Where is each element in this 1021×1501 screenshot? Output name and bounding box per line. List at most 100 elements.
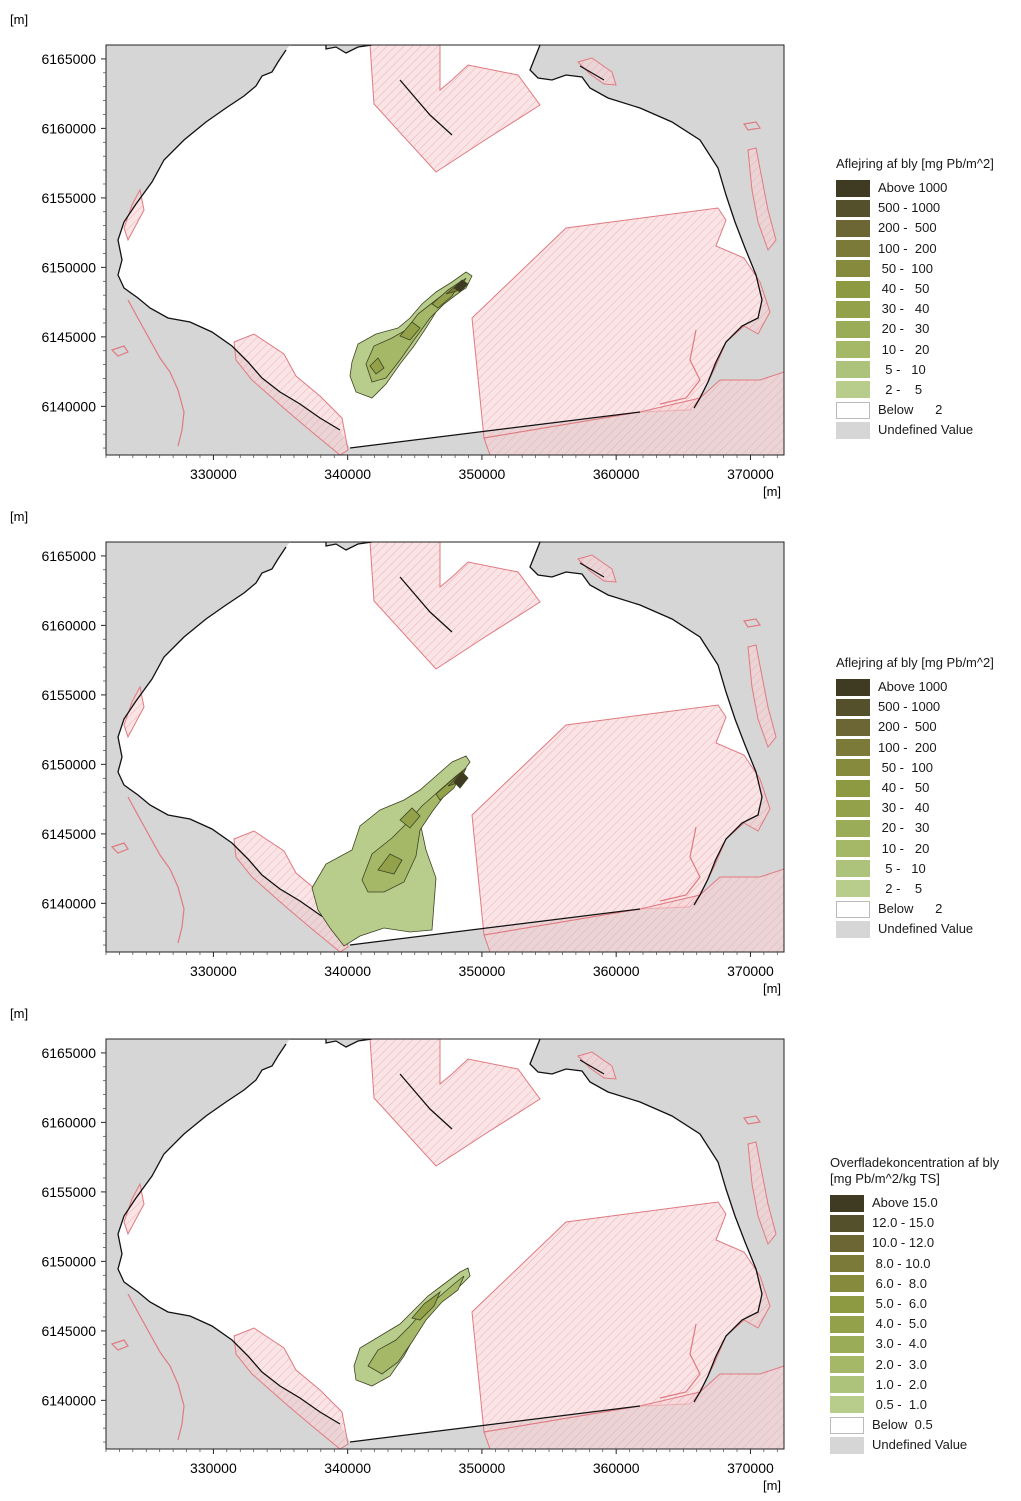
legend-item: Above 15.0 bbox=[830, 1193, 1020, 1213]
x-axis-unit-label: [m] bbox=[763, 1478, 781, 1493]
legend-item: Undefined Value bbox=[836, 420, 1016, 440]
legend-swatch bbox=[836, 200, 870, 217]
legend-swatch bbox=[830, 1376, 864, 1393]
legend: Aflejring af bly [mg Pb/m^2] Above 1000 5… bbox=[836, 655, 1016, 939]
y-tick-label: 6145000 bbox=[41, 826, 96, 842]
legend-swatch bbox=[830, 1316, 864, 1333]
legend-item: 10 - 20 bbox=[836, 839, 1016, 859]
legend-label: 200 - 500 bbox=[878, 719, 937, 735]
legend-swatch bbox=[836, 699, 870, 716]
x-tick-label: 330000 bbox=[190, 1460, 237, 1476]
legend-label: 30 - 40 bbox=[878, 800, 929, 816]
legend-swatch bbox=[830, 1396, 864, 1413]
legend-label: 5 - 10 bbox=[878, 861, 926, 877]
legend-label: 20 - 30 bbox=[878, 321, 929, 337]
legend-item: 100 - 200 bbox=[836, 239, 1016, 259]
legend-swatch bbox=[836, 321, 870, 338]
legend-swatch bbox=[836, 921, 870, 938]
legend-swatch bbox=[836, 281, 870, 298]
legend-swatch bbox=[836, 301, 870, 318]
x-tick-label: 340000 bbox=[324, 466, 371, 482]
legend-item: 200 - 500 bbox=[836, 218, 1016, 238]
legend-item: Above 1000 bbox=[836, 178, 1016, 198]
legend-swatch bbox=[836, 180, 870, 197]
legend-item: 8.0 - 10.0 bbox=[830, 1254, 1020, 1274]
legend-swatch bbox=[836, 220, 870, 237]
y-tick-label: 6165000 bbox=[41, 51, 96, 67]
legend-swatch bbox=[836, 402, 870, 419]
legend-item: 50 - 100 bbox=[836, 259, 1016, 279]
legend-item: 2 - 5 bbox=[836, 380, 1016, 400]
legend-label: Below 2 bbox=[878, 901, 942, 917]
legend-label: 2.0 - 3.0 bbox=[872, 1357, 927, 1373]
legend-swatch bbox=[830, 1195, 864, 1212]
x-tick-label: 370000 bbox=[727, 963, 774, 979]
legend-swatch bbox=[830, 1437, 864, 1454]
map-panel-3: [m] bbox=[0, 994, 1021, 1494]
legend-item: 50 - 100 bbox=[836, 758, 1016, 778]
legend-label: 20 - 30 bbox=[878, 820, 929, 836]
legend-label: 0.5 - 1.0 bbox=[872, 1397, 927, 1413]
x-tick-label: 350000 bbox=[459, 1460, 506, 1476]
legend-item: 40 - 50 bbox=[836, 778, 1016, 798]
legend-item: 10 - 20 bbox=[836, 340, 1016, 360]
legend-item: Above 1000 bbox=[836, 677, 1016, 697]
y-tick-label: 6155000 bbox=[41, 190, 96, 206]
legend-swatch bbox=[830, 1417, 864, 1434]
legend-swatch bbox=[830, 1356, 864, 1373]
legend-swatch bbox=[836, 679, 870, 696]
legend-item: 1.0 - 2.0 bbox=[830, 1375, 1020, 1395]
legend-item: 2.0 - 3.0 bbox=[830, 1355, 1020, 1375]
legend-label: Below 2 bbox=[878, 402, 942, 418]
x-tick-label: 350000 bbox=[459, 466, 506, 482]
legend-swatch bbox=[836, 260, 870, 277]
legend-label: 100 - 200 bbox=[878, 740, 937, 756]
y-axis-unit-label: [m] bbox=[10, 12, 28, 27]
legend-label: Above 1000 bbox=[878, 180, 947, 196]
legend: Overfladekoncentration af bly [mg Pb/m^2… bbox=[830, 1155, 1020, 1455]
legend-item: 5 - 10 bbox=[836, 360, 1016, 380]
y-axis: 6165000616000061550006150000614500061400… bbox=[41, 548, 106, 945]
x-tick-label: 360000 bbox=[593, 466, 640, 482]
legend-swatch bbox=[830, 1255, 864, 1272]
legend-swatch bbox=[836, 739, 870, 756]
y-tick-label: 6145000 bbox=[41, 1323, 96, 1339]
legend-item: 100 - 200 bbox=[836, 738, 1016, 758]
legend-swatch bbox=[836, 860, 870, 877]
legend-label: 10 - 20 bbox=[878, 342, 929, 358]
legend-label: 4.0 - 5.0 bbox=[872, 1316, 927, 1332]
y-tick-label: 6140000 bbox=[41, 1392, 96, 1408]
legend-swatch bbox=[836, 422, 870, 439]
legend-label: Undefined Value bbox=[878, 921, 973, 937]
legend-swatch bbox=[836, 759, 870, 776]
map-area bbox=[106, 542, 784, 952]
legend-label: 6.0 - 8.0 bbox=[872, 1276, 927, 1292]
legend-swatch bbox=[836, 381, 870, 398]
legend-label: 500 - 1000 bbox=[878, 200, 940, 216]
legend-label: Undefined Value bbox=[878, 422, 973, 438]
y-tick-label: 6150000 bbox=[41, 756, 96, 772]
legend-item: 5 - 10 bbox=[836, 859, 1016, 879]
legend-item: Undefined Value bbox=[836, 919, 1016, 939]
y-tick-label: 6165000 bbox=[41, 1045, 96, 1061]
legend-item: 20 - 30 bbox=[836, 319, 1016, 339]
y-tick-label: 6150000 bbox=[41, 259, 96, 275]
x-axis: 330000 340000 350000 360000 370000 bbox=[106, 952, 777, 979]
legend-swatch bbox=[830, 1336, 864, 1353]
x-axis: 330000 340000 350000 360000 370000 bbox=[106, 1449, 777, 1476]
legend-item: 40 - 50 bbox=[836, 279, 1016, 299]
y-tick-label: 6140000 bbox=[41, 398, 96, 414]
y-tick-label: 6155000 bbox=[41, 687, 96, 703]
map-panel-2: [m] bbox=[0, 497, 1021, 997]
legend-item: 500 - 1000 bbox=[836, 198, 1016, 218]
legend-label: 40 - 50 bbox=[878, 281, 929, 297]
legend-label: Below 0.5 bbox=[872, 1417, 933, 1433]
y-tick-label: 6165000 bbox=[41, 548, 96, 564]
legend-label: 1.0 - 2.0 bbox=[872, 1377, 927, 1393]
legend-title: Aflejring af bly [mg Pb/m^2] bbox=[836, 655, 1016, 671]
legend-label: 50 - 100 bbox=[878, 760, 933, 776]
legend-swatch bbox=[836, 719, 870, 736]
x-tick-label: 330000 bbox=[190, 963, 237, 979]
x-tick-label: 340000 bbox=[324, 1460, 371, 1476]
x-tick-label: 370000 bbox=[727, 1460, 774, 1476]
